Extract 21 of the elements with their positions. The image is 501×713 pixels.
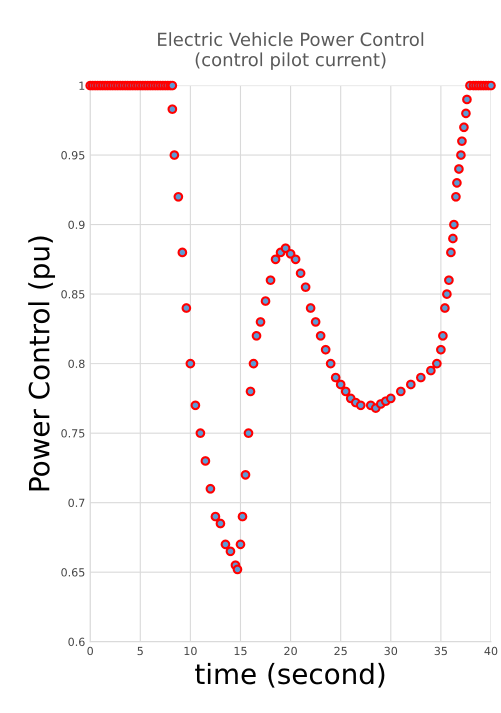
x-axis-title: time (second) [195, 662, 384, 688]
y-tick-label: 0.75 [61, 429, 84, 438]
y-tick-label: 1 [79, 82, 84, 90]
x-tick-label: 10 [184, 646, 197, 656]
x-tick-label: 15 [234, 646, 247, 656]
x-tick-label: 30 [384, 646, 398, 656]
y-axis-title: Power Control (pu) [28, 236, 56, 490]
y-tick-label: 0.9 [68, 220, 85, 229]
x-tick-label: 5 [138, 646, 143, 656]
x-tick-label: 40 [484, 646, 498, 656]
x-tick-label: 35 [434, 646, 447, 656]
x-tick-label: 25 [334, 646, 347, 656]
y-tick-label: 0.95 [61, 151, 84, 160]
y-tick-label: 0.8 [68, 360, 85, 368]
x-tick-label: 0 [87, 646, 93, 656]
chart-title: Electric Vehicle Power Control (control pilot current) [158, 32, 424, 70]
y-tick-label: 0.65 [61, 568, 84, 577]
x-tick-label: 20 [284, 646, 297, 656]
y-tick-label: 0.85 [61, 290, 84, 298]
y-tick-label: 0.6 [68, 638, 85, 646]
y-tick-label: 0.7 [68, 498, 84, 508]
